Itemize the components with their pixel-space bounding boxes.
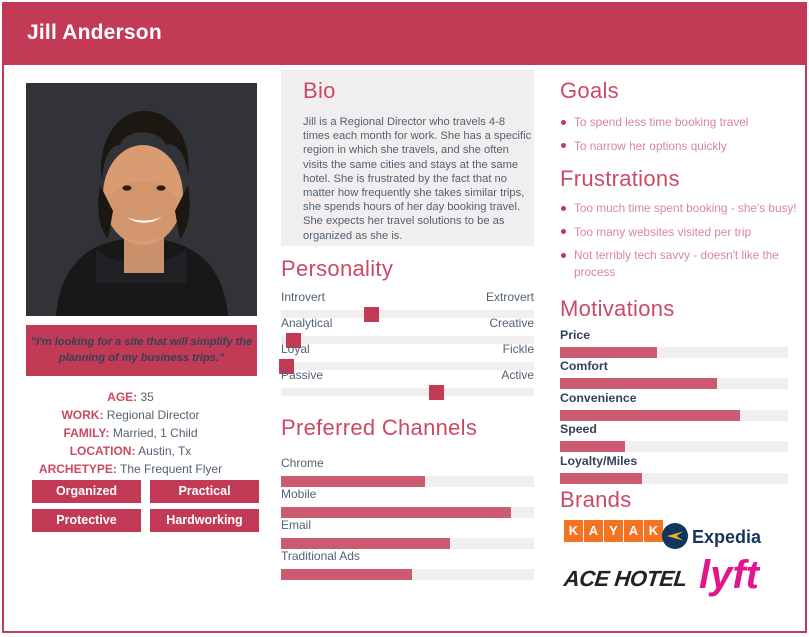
- svg-text:lyft: lyft: [699, 554, 761, 597]
- svg-text:Expedia: Expedia: [692, 527, 762, 547]
